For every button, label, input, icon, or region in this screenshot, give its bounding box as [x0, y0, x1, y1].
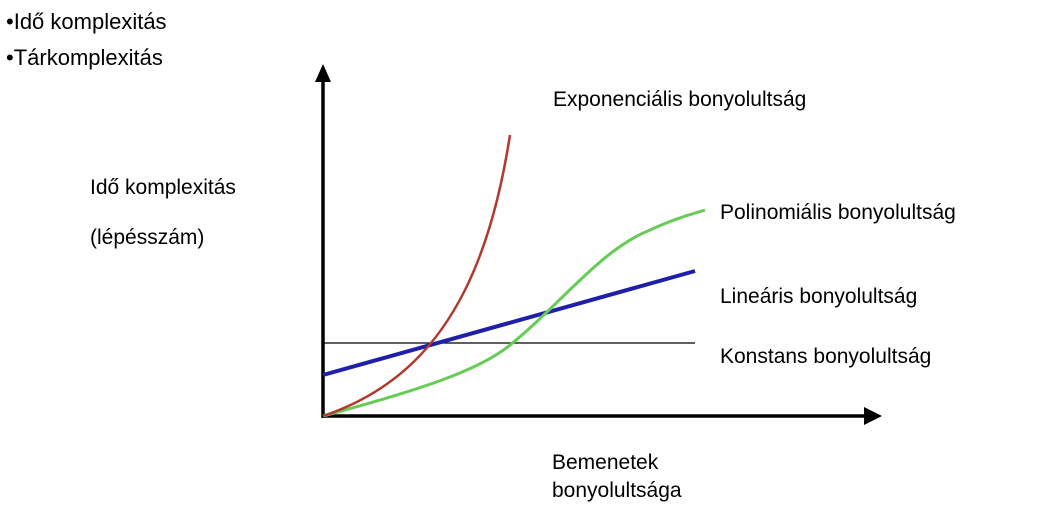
label-linear: Lineáris bonyolultság	[720, 285, 918, 308]
y-axis-label-line2: (lépésszám)	[90, 226, 205, 249]
bullet-space-complexity: •Tárkomplexitás	[6, 45, 163, 70]
x-axis-label-line2: bonyolultsága	[552, 479, 682, 502]
label-polynomial: Polinomiális bonyolultság	[720, 201, 956, 224]
bullet-list: •Idő komplexitás •Tárkomplexitás	[6, 4, 167, 76]
linear-curve	[322, 269, 696, 377]
x-axis-label-line1: Bemenetek	[552, 451, 659, 474]
x-axis-arrowhead	[864, 407, 882, 425]
exponential-curve	[322, 134, 512, 418]
y-axis-arrowhead	[315, 64, 331, 82]
polynomial-curve	[322, 208, 706, 418]
label-constant: Konstans bonyolultság	[720, 345, 932, 368]
label-exponential: Exponenciális bonyolultság	[553, 88, 807, 111]
y-axis-label-line1: Idő komplexitás	[90, 176, 236, 199]
bullet-time-complexity: •Idő komplexitás	[6, 9, 167, 34]
